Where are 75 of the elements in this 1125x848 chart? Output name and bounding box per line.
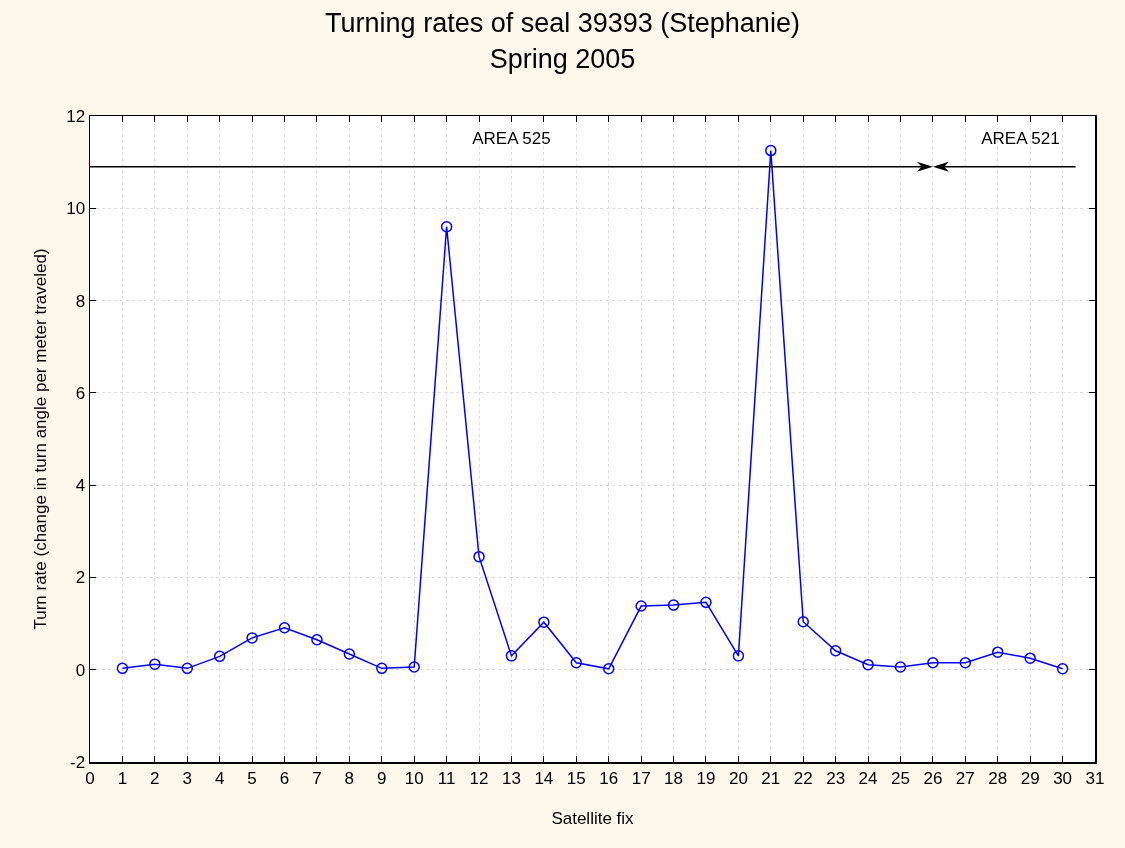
- annotation: AREA 525: [472, 129, 551, 150]
- x-tick-label: 15: [566, 768, 586, 788]
- point: [311, 633, 323, 646]
- point: [149, 658, 161, 670]
- x-tick-label: 28: [988, 768, 1008, 788]
- point: [1056, 663, 1069, 675]
- point: [894, 661, 907, 673]
- point: [667, 599, 680, 611]
- point: [1024, 652, 1036, 664]
- point: [829, 645, 842, 657]
- x-tick-label: 24: [858, 768, 878, 788]
- point: [473, 550, 485, 563]
- point: [570, 657, 583, 669]
- x-tick-label: 3: [182, 768, 192, 788]
- point: [246, 632, 258, 644]
- x-tick-label: 27: [955, 768, 975, 788]
- x-tick-label: 16: [599, 768, 619, 788]
- x-tick-label: 19: [696, 768, 716, 788]
- x-tick-label: 29: [1020, 768, 1040, 788]
- y-axis-title: Turn rate (change in turn angle per meter traveled): [30, 248, 50, 630]
- x-tick-label: 26: [923, 768, 943, 788]
- x-tick-label: 14: [534, 768, 554, 788]
- x-tick-label: 18: [664, 768, 684, 788]
- x-tick-label: 8: [344, 768, 355, 788]
- x-tick-label: 9: [377, 768, 387, 788]
- y-tick-label: 8: [75, 291, 86, 311]
- point: [505, 650, 518, 662]
- x-tick-label: 20: [728, 768, 748, 788]
- point: [862, 658, 874, 671]
- x-tick-label: 23: [826, 768, 846, 788]
- x-tick-label: 25: [891, 768, 910, 788]
- x-tick-label: 5: [247, 768, 257, 788]
- x-tick-label: 1: [117, 768, 128, 788]
- x-tick-label: 4: [214, 768, 225, 788]
- point: [959, 657, 972, 669]
- point: [538, 616, 550, 628]
- x-tick-label: 31: [1085, 768, 1105, 788]
- point: [213, 650, 226, 663]
- y-tick-label: 0: [75, 660, 86, 680]
- point: [927, 657, 939, 669]
- y-tick-label: 12: [66, 106, 86, 126]
- x-tick-label: 2: [150, 768, 160, 788]
- chart-subtitle: Spring 2005: [489, 43, 636, 74]
- y-tick-label: 2: [75, 568, 86, 588]
- point: [732, 650, 745, 662]
- point: [376, 662, 388, 675]
- x-tick-label: 17: [631, 768, 651, 788]
- x-axis-title: Satellite fix: [551, 808, 635, 828]
- x-tick-label: 6: [279, 768, 290, 788]
- point: [797, 615, 809, 628]
- point: [408, 661, 420, 673]
- y-tick-label: -2: [69, 752, 86, 772]
- chart-title: Turning rates of seal 39393 (Stephanie): [325, 8, 800, 39]
- point: [602, 663, 615, 675]
- point: [181, 662, 194, 675]
- point: [635, 600, 647, 612]
- x-tick-label: 12: [469, 768, 489, 788]
- point: [343, 648, 356, 660]
- y-tick-label: 6: [75, 383, 86, 403]
- x-tick-label: 11: [437, 768, 456, 788]
- x-tick-label: 30: [1053, 768, 1073, 788]
- y-tick-label: 10: [66, 199, 86, 219]
- point: [116, 662, 129, 675]
- annotation: AREA 521: [981, 129, 1060, 150]
- point: [765, 144, 777, 157]
- point: [700, 596, 712, 609]
- point: [440, 220, 453, 233]
- point: [278, 621, 291, 634]
- x-tick-label: 13: [501, 768, 521, 788]
- x-tick-label: 22: [793, 768, 813, 788]
- x-tick-label: 7: [312, 768, 322, 788]
- point: [991, 646, 1004, 658]
- x-tick-label: 10: [404, 768, 424, 788]
- x-tick-label: 21: [761, 768, 781, 788]
- y-tick-label: 4: [75, 476, 86, 496]
